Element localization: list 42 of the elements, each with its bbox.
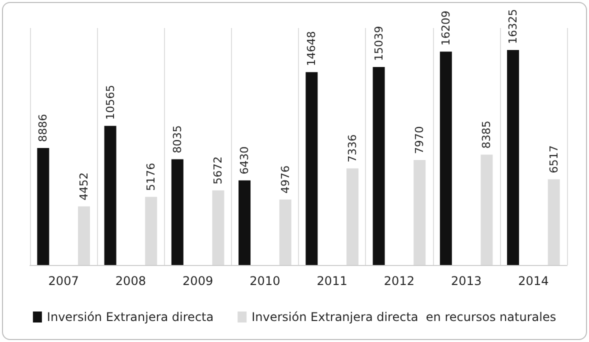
bar: [78, 206, 90, 265]
legend-label: Inversión Extranjera directa en recursos naturales: [252, 310, 556, 324]
data-label: 4976: [278, 165, 292, 194]
legend-label: Inversión Extranjera directa: [46, 310, 214, 324]
x-tick-label: 2009: [182, 274, 214, 288]
bar: [279, 199, 292, 265]
data-label: 16325: [506, 9, 520, 44]
bar: [238, 180, 251, 265]
data-label: 5176: [144, 162, 158, 191]
data-label: 15039: [372, 26, 386, 61]
data-label: 8035: [170, 125, 184, 154]
x-tick-label: 2013: [451, 274, 482, 288]
data-label: 6430: [238, 146, 252, 174]
bar: [212, 190, 224, 265]
bar: [414, 160, 426, 265]
x-tick-label: 2008: [115, 274, 146, 288]
bar: [306, 72, 318, 265]
data-label: 16209: [439, 10, 452, 46]
data-label: 4452: [77, 172, 90, 200]
x-tick-label: 2011: [316, 274, 348, 288]
bar: [145, 196, 158, 265]
bar: [37, 148, 50, 265]
bar: [104, 126, 116, 265]
data-label: 8385: [480, 120, 494, 149]
x-tick-label: 2010: [250, 274, 280, 288]
data-label: 14648: [305, 31, 318, 66]
data-label: 7970: [413, 126, 426, 154]
data-label: 8886: [36, 114, 50, 142]
data-label: 6517: [547, 145, 560, 174]
data-label: 5672: [212, 156, 225, 184]
x-tick-label: 2014: [518, 274, 549, 288]
bar: [372, 66, 385, 265]
bar: [507, 50, 520, 265]
bar: [346, 168, 358, 265]
x-tick-label: 2012: [384, 274, 414, 288]
x-tick-label: 2007: [48, 274, 79, 288]
bar: [171, 159, 184, 265]
bar: [548, 179, 560, 265]
bar: [480, 154, 493, 265]
data-label: 10565: [104, 84, 117, 120]
bar: [440, 52, 452, 265]
data-label: 7336: [346, 134, 359, 162]
